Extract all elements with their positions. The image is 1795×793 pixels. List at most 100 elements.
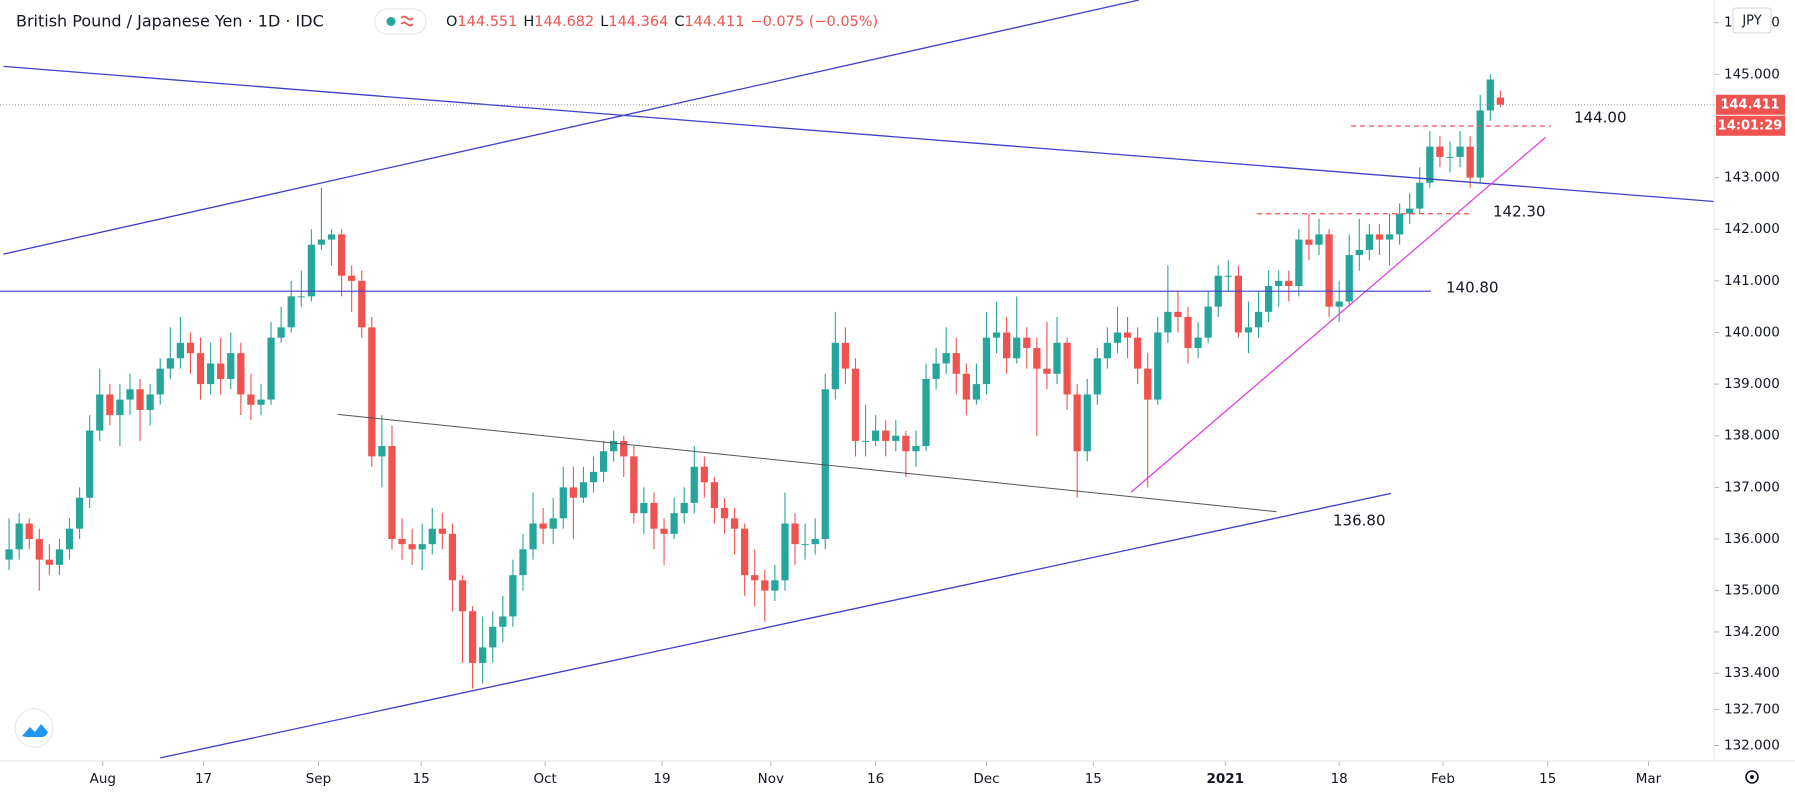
- candle-body: [982, 337, 991, 385]
- candle-body: [700, 466, 708, 483]
- y-tick-label: 138.000: [1724, 428, 1780, 444]
- candle-body: [96, 394, 104, 431]
- candle-body: [468, 611, 477, 663]
- y-tick-label: 139.000: [1724, 376, 1780, 392]
- candle-body: [821, 389, 829, 539]
- candle-body: [1063, 342, 1071, 395]
- candle-body: [761, 580, 769, 591]
- candle-body: [519, 549, 527, 576]
- candle-body: [146, 394, 154, 410]
- candle-body: [972, 384, 981, 400]
- candle-body: [650, 502, 658, 529]
- candle-body: [217, 363, 225, 379]
- candle-body: [640, 502, 648, 514]
- candle-body: [1305, 239, 1313, 245]
- candle-body: [287, 296, 295, 328]
- candle-body: [1295, 239, 1303, 287]
- y-tick-label: 137.000: [1724, 479, 1780, 495]
- candle-body: [781, 523, 789, 581]
- candle-body: [680, 502, 688, 514]
- candle-body: [509, 575, 517, 617]
- candle-body: [599, 451, 608, 472]
- candle-body: [892, 435, 900, 441]
- settings-icon[interactable]: [1745, 770, 1759, 784]
- candle-body: [388, 446, 396, 539]
- ohlc-key: O: [446, 14, 457, 30]
- status-pill[interactable]: [374, 8, 427, 35]
- logo[interactable]: [14, 708, 54, 748]
- currency-box[interactable]: [1732, 7, 1772, 34]
- candle-body: [55, 549, 64, 565]
- candle-body: [1234, 275, 1243, 333]
- x-tick-label: 15: [1539, 771, 1556, 787]
- candle-body: [1355, 249, 1363, 256]
- candle-body: [579, 482, 588, 498]
- candle-body: [1254, 311, 1263, 328]
- candle-body: [1426, 146, 1434, 183]
- candle-body: [962, 373, 970, 400]
- candle-body: [589, 471, 598, 483]
- candle-body: [720, 508, 729, 519]
- candle-body: [1003, 332, 1011, 359]
- candle-body: [116, 399, 124, 416]
- candle-body: [458, 580, 467, 612]
- candle-body: [1184, 316, 1192, 348]
- y-tick-label: 132.000: [1724, 738, 1780, 754]
- candle-body: [5, 549, 13, 560]
- candle-body: [479, 647, 487, 663]
- y-tick-label: 134.200: [1724, 624, 1780, 640]
- candle-body: [751, 575, 759, 581]
- candle-body: [418, 544, 426, 550]
- candle-body: [35, 538, 43, 560]
- y-tick-label: 143.000: [1724, 170, 1780, 186]
- ohlc-key: L: [600, 14, 608, 30]
- candle-body: [710, 482, 719, 509]
- candle-body: [1335, 301, 1343, 307]
- candle-body: [1033, 347, 1041, 369]
- candle-body: [1013, 337, 1021, 359]
- y-tick-label: 135.000: [1724, 583, 1780, 599]
- x-tick-label: 15: [413, 771, 430, 787]
- ohlc-value: 144.411: [684, 14, 744, 30]
- ohlc-value: 144.682: [534, 14, 594, 30]
- levels: 144.00 142.30 140.80 136.80: [0, 109, 1627, 530]
- candle-body: [1496, 97, 1505, 105]
- candle-body: [730, 518, 739, 529]
- x-tick-label: 19: [653, 771, 670, 787]
- status-icon: [400, 15, 414, 27]
- ohlc-key: H: [523, 14, 534, 30]
- candle-body: [1476, 110, 1484, 178]
- candle-body: [1154, 332, 1162, 400]
- candle-body: [1466, 146, 1474, 178]
- last-price-tag: [1716, 94, 1785, 115]
- candle-body: [610, 440, 618, 452]
- candle-body: [1164, 311, 1172, 333]
- candle-body: [1023, 337, 1031, 348]
- candle-body: [489, 626, 497, 648]
- gear: [1745, 770, 1759, 784]
- x-tick-label: Dec: [973, 771, 999, 787]
- level-label: 136.80: [1333, 512, 1386, 530]
- logo-icon: [22, 724, 48, 737]
- candle-body: [358, 280, 366, 328]
- candle-body: [1395, 213, 1404, 235]
- candle-body: [176, 342, 184, 359]
- x-tick-label: 2021: [1207, 771, 1245, 787]
- candle-body: [136, 389, 144, 410]
- candle-body: [1264, 286, 1273, 312]
- x-tick-label: 17: [195, 771, 212, 787]
- change: −0.075 (−0.05%): [750, 14, 878, 30]
- candle-body: [1103, 342, 1112, 359]
- y-tick-label: 132.700: [1724, 701, 1780, 717]
- candle-body: [660, 528, 668, 534]
- candle-body: [1093, 358, 1101, 395]
- candle-body: [196, 353, 205, 385]
- x-tick-label: Feb: [1431, 771, 1455, 787]
- candle-body: [741, 528, 749, 576]
- candle-body: [499, 616, 507, 627]
- candle-body: [166, 358, 174, 369]
- candle-body: [831, 342, 839, 390]
- candle-body: [126, 389, 134, 400]
- candle-body: [428, 528, 436, 545]
